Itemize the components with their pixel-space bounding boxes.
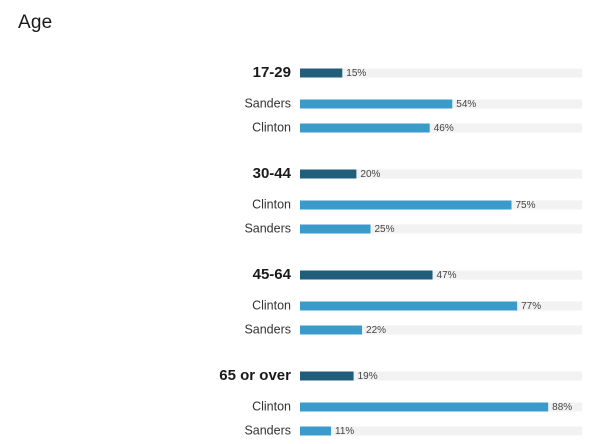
age-group-2-candidate-1-label: Sanders [244, 322, 291, 336]
age-group-2-candidate-1-value-label: 22% [366, 325, 386, 336]
age-group-2-label: 45-64 [253, 266, 292, 283]
age-group-0-label: 17-29 [253, 64, 291, 81]
age-group-3-candidate-0-label: Clinton [252, 399, 291, 413]
chart-title: Age [18, 12, 53, 33]
age-group-3-track [300, 371, 582, 381]
age-group-0-candidate-1-bar [300, 123, 430, 133]
age-group-1-value-label: 20% [360, 169, 380, 180]
age-group-0-bar [300, 68, 343, 78]
age-group-3-candidate-0-bar [300, 402, 549, 412]
age-group-0-candidate-1-track [300, 123, 582, 133]
age-group-1-candidate-1-label: Sanders [244, 221, 291, 235]
age-group-1-candidate-1-track [300, 224, 582, 234]
age-group-2-candidate-0-bar [300, 301, 518, 311]
age-group-3-candidate-1-track [300, 426, 582, 436]
age-group-3-label: 65 or over [219, 367, 291, 384]
age-group-0-candidate-1-value-label: 46% [434, 123, 454, 134]
age-group-2-bar [300, 270, 433, 280]
age-group-3-value-label: 19% [358, 371, 378, 382]
age-group-1-bar [300, 169, 357, 179]
age-group-2-candidate-0-label: Clinton [252, 298, 291, 312]
age-group-3-bar [300, 371, 354, 381]
age-group-1-candidate-0-bar [300, 200, 512, 210]
age-group-2-value-label: 47% [437, 270, 457, 281]
age-group-0-candidate-0-bar [300, 99, 453, 109]
age-group-1-label: 30-44 [253, 165, 292, 182]
age-group-1-candidate-0-label: Clinton [252, 197, 291, 211]
age-group-1-candidate-1-bar [300, 224, 371, 234]
age-group-0-track [300, 68, 582, 78]
age-group-2-candidate-0-value-label: 77% [521, 301, 541, 312]
age-group-2-candidate-1-track [300, 325, 582, 335]
age-group-0-candidate-0-label: Sanders [244, 96, 291, 110]
age-group-2-track [300, 270, 582, 280]
age-group-3-candidate-1-value-label: 11% [335, 426, 354, 437]
age-group-3-candidate-0-value-label: 88% [552, 402, 572, 413]
age-group-0-candidate-1-label: Clinton [252, 120, 291, 134]
age-group-1-track [300, 169, 582, 179]
age-group-3-candidate-1-label: Sanders [244, 423, 291, 437]
age-group-0-candidate-0-value-label: 54% [456, 99, 476, 110]
age-group-3-candidate-1-bar [300, 426, 332, 436]
age-group-1-candidate-1-value-label: 25% [375, 224, 395, 235]
age-group-1-candidate-0-value-label: 75% [516, 200, 536, 211]
age-group-2-candidate-1-bar [300, 325, 363, 335]
age-group-0-value-label: 15% [346, 68, 366, 79]
